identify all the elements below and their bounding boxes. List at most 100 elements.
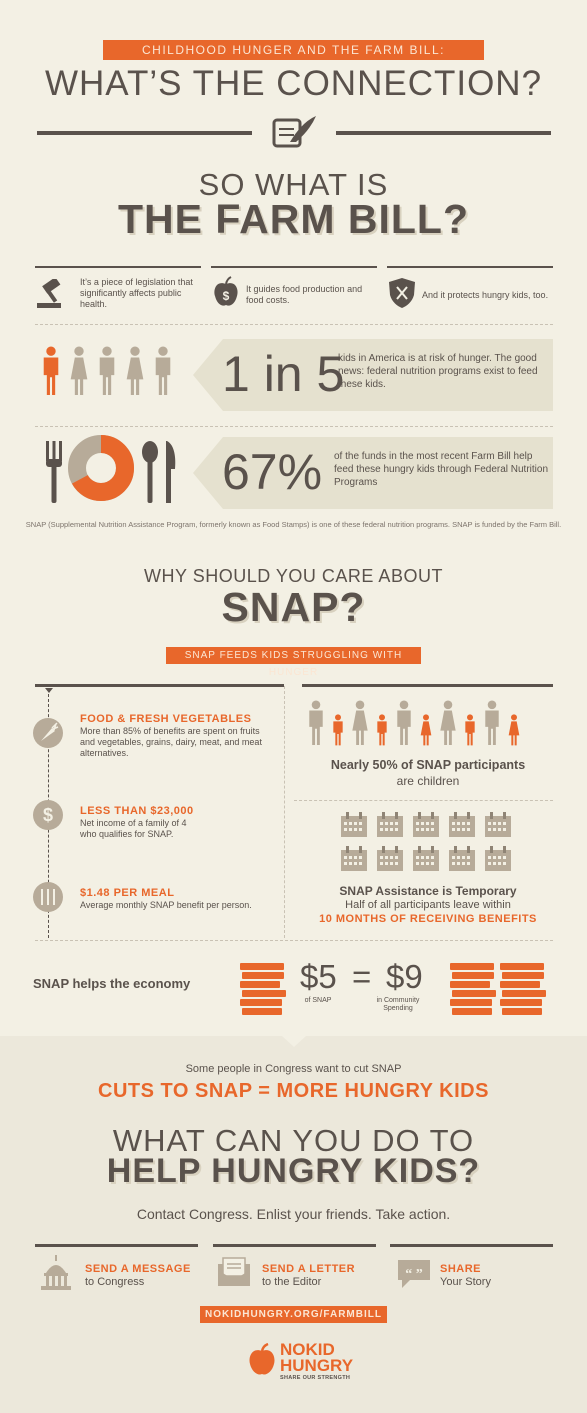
participant-figure-icon: [420, 714, 432, 746]
participants-title: Nearly 50% of SNAP participants: [330, 758, 526, 772]
fact-text: It guides food production and food costs…: [246, 284, 363, 305]
fact-rule-1: [35, 266, 201, 268]
child-figure-icon: [126, 346, 144, 395]
children-icons: [40, 346, 190, 398]
vertical-separator: [284, 686, 285, 938]
economy-right-value: $9: [386, 958, 423, 995]
cta-subtitle: Contact Congress. Enlist your friends. T…: [136, 1206, 451, 1222]
action-rule-3: [390, 1244, 553, 1247]
shield-utensils-icon: [389, 278, 415, 308]
snap-title: SNAP?: [221, 584, 366, 630]
dollar-icon: $: [33, 800, 63, 830]
calendar-icon: [341, 812, 367, 837]
divider-left: [37, 131, 252, 135]
participants-icons: [306, 700, 550, 748]
action-title: SHARE: [440, 1263, 482, 1275]
money-bundle: [242, 1008, 282, 1015]
fact-text: It’s a piece of legislation that signifi…: [80, 277, 193, 309]
money-bundle: [500, 999, 542, 1006]
economy-label: SNAP helps the economy: [33, 976, 191, 991]
participant-figure-icon: [352, 700, 368, 746]
participant-figure-icon: [397, 700, 411, 746]
money-bundle: [502, 990, 546, 997]
participant-figure-icon: [440, 700, 456, 746]
farm-bill-title: THE FARM BILL?: [117, 196, 470, 242]
quill-scroll-icon: [272, 116, 316, 148]
action-rule-1: [35, 1244, 198, 1247]
participant-figure-icon: [508, 714, 520, 746]
fork-icon: [46, 441, 62, 503]
section-notch: [282, 1036, 306, 1047]
temporary-highlight: 10 MONTHS OF RECEIVING BENEFITS: [319, 913, 537, 925]
logo-tagline: SHARE OUR STRENGTH: [280, 1375, 351, 1381]
snap-item-text: Net income of a family of 4 who qualifie…: [80, 818, 187, 839]
spoon-knife-icon: [142, 441, 176, 503]
participant-figure-icon: [377, 714, 387, 746]
separator: [294, 800, 553, 801]
quote-icon: “ ”: [398, 1260, 430, 1288]
separator: [35, 940, 553, 941]
separator: [35, 426, 553, 427]
snap-pretitle: WHY SHOULD YOU CARE ABOUT: [144, 566, 443, 586]
money-bundle: [452, 990, 496, 997]
calendar-icon: [485, 846, 511, 871]
calendar-icon: [377, 812, 403, 837]
calendar-icon: [449, 846, 475, 871]
action-subtitle: Your Story: [440, 1276, 491, 1288]
action-title: SEND A LETTER: [262, 1263, 356, 1275]
farm-bill-pretitle: SO WHAT IS: [198, 167, 389, 202]
money-bundle: [240, 963, 284, 970]
temporary-text: Half of all participants leave within: [345, 899, 511, 911]
snap-item-title: FOOD & FRESH VEGETABLES: [80, 713, 252, 725]
money-bundle: [450, 963, 494, 970]
stat-arrow-box: [193, 339, 553, 411]
snap-item-text: Average monthly SNAP benefit per person.: [80, 900, 252, 910]
money-bundle: [502, 972, 544, 979]
snap-rule-left: [35, 684, 284, 687]
utensils-icon: [33, 882, 63, 912]
apple-logo-icon: [249, 1343, 275, 1375]
temporary-title: SNAP Assistance is Temporary: [339, 884, 517, 898]
logo-line2: HUNGRY: [280, 1356, 354, 1375]
page-title: WHAT’S THE CONNECTION?: [44, 64, 543, 103]
fact-text: And it protects hungry kids, too.: [422, 290, 549, 300]
letter-icon: [218, 1257, 250, 1286]
calendar-icon: [377, 846, 403, 871]
child-figure-icon: [155, 346, 171, 395]
stat-value: 67%: [222, 444, 323, 500]
child-figure-icon: [99, 346, 115, 395]
divider-right: [336, 131, 551, 135]
separator: [35, 324, 553, 325]
money-bundle: [500, 963, 544, 970]
money-bundle: [452, 972, 494, 979]
economy-equals: =: [352, 958, 372, 995]
snap-item-title: $1.48 PER MEAL: [80, 887, 175, 899]
svg-text:$: $: [223, 289, 230, 303]
money-bundle: [452, 1008, 492, 1015]
carrot-icon: [33, 718, 63, 748]
child-figure-icon: [70, 346, 88, 395]
cta-headline: CUTS TO SNAP = MORE HUNGRY KIDS: [98, 1080, 489, 1102]
snap-banner: SNAP FEEDS KIDS STRUGGLING WITH HUNGER: [166, 647, 421, 678]
fact-rule-3: [387, 266, 553, 268]
calendar-icons: [340, 812, 520, 876]
money-bundle: [502, 1008, 542, 1015]
capitol-icon: [41, 1255, 71, 1290]
cta-pretitle: WHAT CAN YOU DO TO: [112, 1123, 475, 1158]
action-subtitle: to the Editor: [262, 1276, 322, 1288]
snap-item-title: LESS THAN $23,000: [80, 805, 194, 817]
money-bundle: [450, 999, 492, 1006]
calendar-icon: [449, 812, 475, 837]
url-link[interactable]: NOKIDHUNGRY.ORG/FARMBILL: [200, 1306, 387, 1323]
snap-footnote: SNAP (Supplemental Nutrition Assistance …: [25, 520, 562, 529]
action-subtitle: to Congress: [85, 1276, 145, 1288]
calendar-icon: [485, 812, 511, 837]
economy-left-value: $5: [300, 958, 337, 995]
participant-figure-icon: [485, 700, 499, 746]
svg-text:“ ”: “ ”: [405, 1267, 423, 1282]
stat-value: 1 in 5: [222, 346, 345, 402]
stat-text: of the funds in the most recent Farm Bil…: [334, 451, 549, 488]
money-bundle: [242, 972, 284, 979]
economy-right-caption: in Community Spending: [376, 997, 420, 1012]
